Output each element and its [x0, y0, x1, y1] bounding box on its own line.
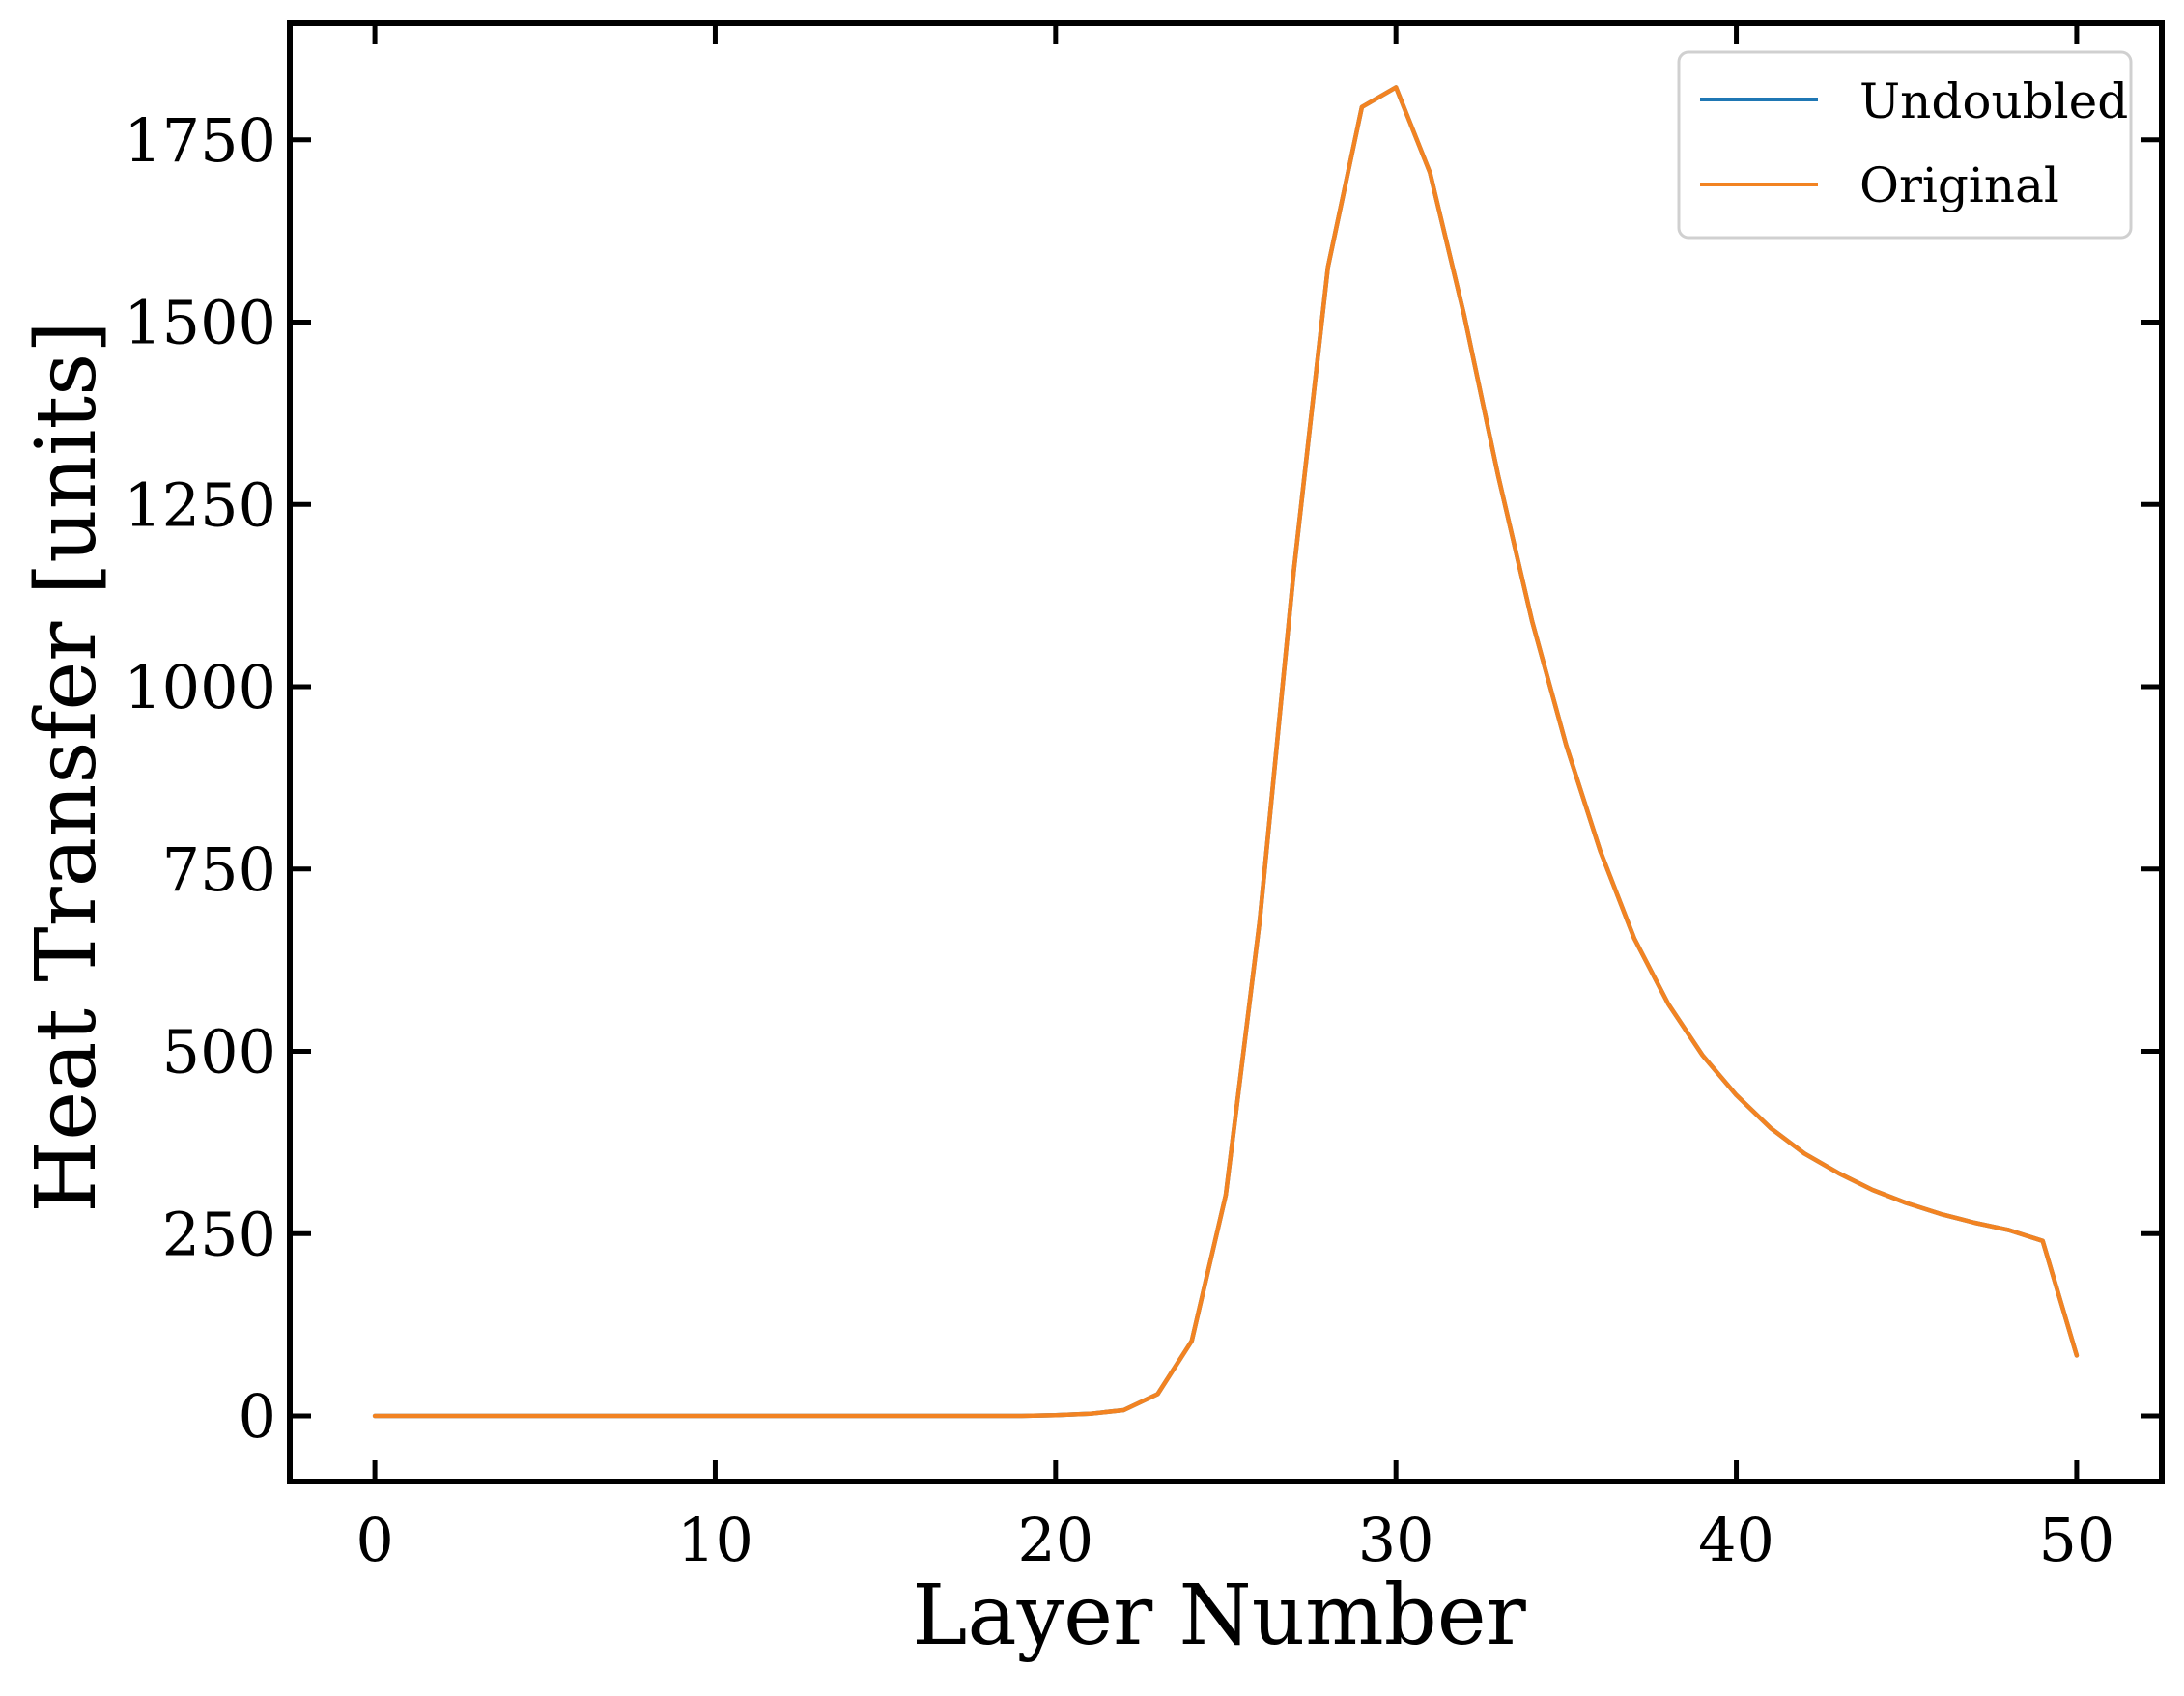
series-layer: [372, 85, 2080, 1419]
y-tick-label: 250: [162, 1199, 276, 1269]
x-tick-label: 40: [1698, 1505, 1774, 1575]
legend-label-original: Original: [1859, 157, 2059, 213]
series-line-undoubled: [372, 85, 2080, 1419]
y-tick-label: 1500: [124, 288, 276, 358]
series-line-original: [372, 85, 2080, 1419]
y-tick-label: 1750: [124, 105, 276, 176]
y-tick-label: 750: [162, 834, 276, 905]
legend-label-undoubled: Undoubled: [1859, 73, 2128, 129]
x-tick-label: 30: [1358, 1505, 1434, 1575]
x-tick-label: 50: [2038, 1505, 2114, 1575]
x-tick-label: 10: [677, 1505, 753, 1575]
plot-frame: [287, 20, 2165, 1484]
y-axis-title: Heat Transfer [units]: [18, 321, 115, 1213]
x-axis-title: Layer Number: [912, 1568, 1526, 1664]
y-tick-label: 1000: [124, 652, 276, 722]
x-tick-label: 20: [1017, 1505, 1093, 1575]
y-tick-label: 0: [239, 1381, 276, 1452]
legend: Undoubled Original: [1677, 50, 2133, 240]
y-tick-label: 500: [162, 1017, 276, 1088]
x-tick-label: 0: [355, 1505, 393, 1575]
ticks-layer: [290, 23, 2162, 1482]
y-tick-label: 1250: [124, 469, 276, 540]
